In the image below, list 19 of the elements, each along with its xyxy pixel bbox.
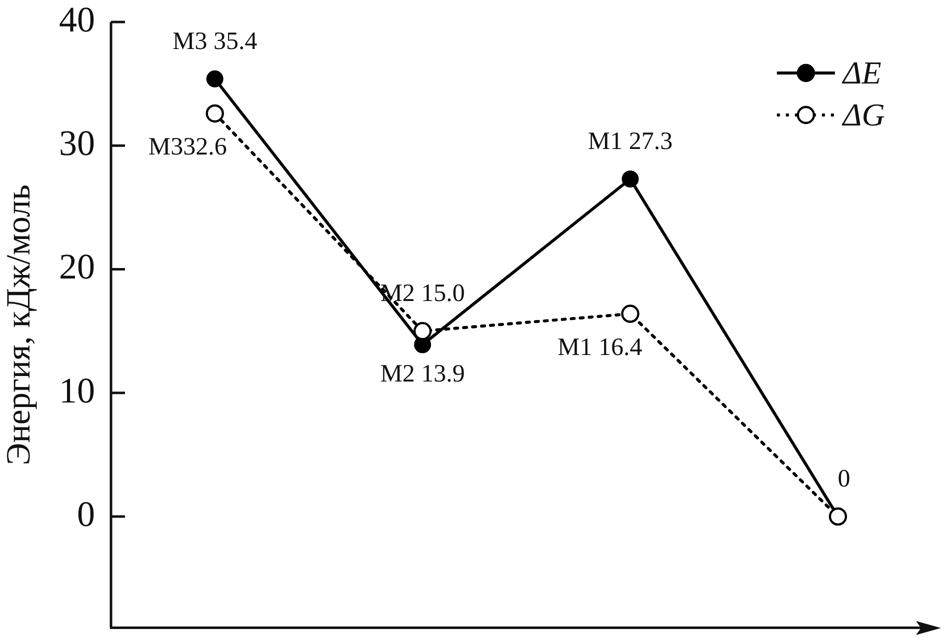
point [413, 322, 432, 340]
point [206, 104, 224, 123]
data-label: 0 [838, 466, 850, 493]
point [206, 70, 224, 88]
data-label: M2 13.9 [380, 360, 465, 388]
y-tick-label: 0 [77, 494, 95, 534]
y-tick-label: 20 [59, 246, 95, 287]
point [621, 304, 640, 323]
legend-label: ΔE [840, 54, 882, 90]
data-label: M332.6 [148, 134, 227, 161]
data-label: M1 27.3 [588, 128, 673, 156]
y-axis-title: Энергия, кДж/моль [0, 184, 38, 466]
legend-label: ΔG [840, 96, 885, 132]
y-tick-label: 40 [59, 0, 95, 40]
y-tick-label: 10 [59, 370, 95, 410]
y-tick-label: 30 [59, 123, 95, 164]
data-label: M3 35.4 [172, 28, 258, 55]
data-label: M1 16.4 [558, 334, 643, 361]
point [622, 170, 639, 188]
